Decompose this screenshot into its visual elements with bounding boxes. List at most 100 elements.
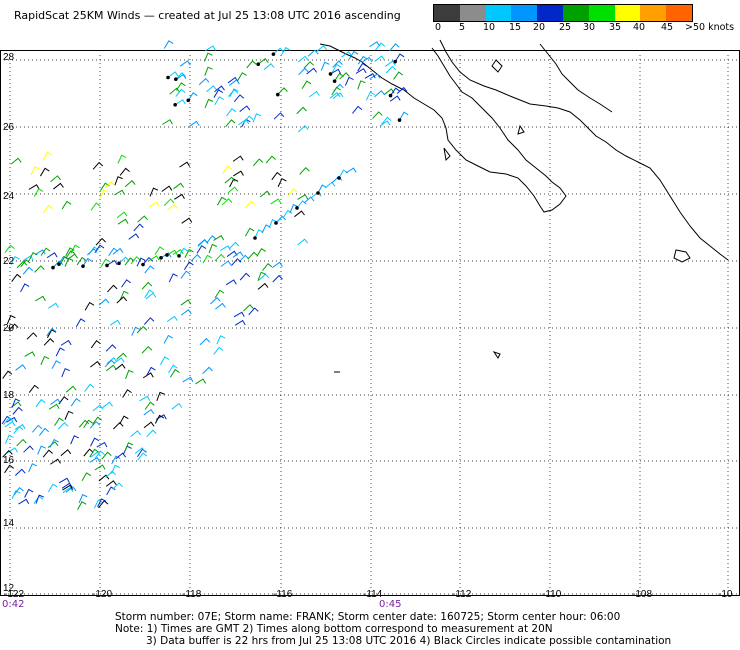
wind-barb — [105, 364, 117, 372]
wind-barb — [14, 423, 26, 430]
wind-barb — [372, 111, 383, 119]
wind-barb — [148, 255, 160, 262]
wind-barb — [97, 498, 107, 508]
wind-barb — [38, 427, 50, 436]
wind-barb — [206, 235, 217, 244]
legend-label: 5 — [459, 22, 466, 33]
lon-label: -10 — [718, 589, 733, 600]
wind-barb — [320, 61, 330, 71]
wind-barb — [298, 67, 309, 76]
wind-barb — [61, 482, 73, 489]
lon-label: -118 — [182, 589, 202, 600]
wind-barb — [202, 254, 213, 264]
wind-barb — [81, 472, 92, 481]
wind-barb — [50, 175, 61, 183]
wind-barb — [124, 180, 136, 188]
wind-barb — [297, 194, 309, 200]
wind-barb — [216, 335, 226, 345]
lat-label: 28 — [3, 52, 15, 63]
wind-barb — [48, 403, 60, 410]
lat-label: 26 — [3, 122, 15, 133]
wind-barb — [149, 187, 159, 197]
wind-barb — [299, 166, 310, 175]
wind-barb — [324, 181, 336, 189]
contamination-circle — [328, 72, 333, 76]
coastline-segment — [491, 59, 503, 73]
wind-barb — [167, 71, 179, 78]
wind-barb — [11, 273, 22, 282]
wind-barb — [287, 188, 298, 197]
coastline-segment — [673, 249, 691, 263]
wind-barb — [51, 360, 61, 370]
wind-barb — [257, 271, 266, 281]
wind-barb — [344, 76, 354, 86]
time-label-start: 0:42 — [2, 599, 25, 610]
wind-barb — [133, 223, 144, 232]
contamination-circle — [57, 262, 61, 266]
wind-barb — [58, 396, 69, 405]
wind-barb — [179, 60, 191, 67]
contamination-circle — [81, 264, 85, 268]
wind-barb — [146, 429, 157, 438]
wind-barb — [261, 224, 271, 234]
wind-barb — [61, 200, 72, 210]
wind-barb — [222, 165, 233, 174]
wind-barb — [106, 486, 116, 496]
wind-barb — [232, 155, 244, 162]
wind-barb — [136, 257, 146, 267]
wind-barb — [271, 261, 283, 269]
wind-barb — [124, 257, 135, 266]
wind-barb — [137, 215, 148, 223]
wind-barb — [32, 424, 43, 433]
wind-barb — [24, 488, 34, 498]
wind-barb — [70, 435, 79, 445]
wind-barb — [217, 196, 227, 206]
wind-barb — [331, 86, 341, 96]
wind-barb — [301, 80, 312, 90]
wind-barb — [180, 309, 192, 316]
wind-barb — [306, 67, 318, 75]
wind-barb — [273, 47, 284, 55]
wind-barb — [89, 457, 101, 463]
wind-barb — [96, 441, 108, 448]
wind-barb — [122, 389, 132, 398]
contamination-circle — [253, 236, 257, 240]
wind-barb — [35, 494, 45, 504]
lat-lon-grid — [0, 50, 740, 596]
wind-barb — [184, 248, 194, 258]
wind-barb — [70, 244, 80, 254]
wind-barb — [179, 161, 191, 168]
contamination-circle — [165, 253, 169, 257]
wind-barb — [105, 480, 117, 487]
legend-label: 10 — [483, 22, 496, 33]
wind-barb — [111, 464, 120, 474]
wind-barb — [237, 72, 247, 81]
wind-barb — [92, 161, 104, 170]
wind-barb — [254, 229, 264, 239]
wind-barb — [204, 98, 214, 108]
wind-barb — [163, 198, 175, 206]
wind-barb — [78, 493, 88, 504]
wind-barb — [105, 344, 117, 352]
legend-swatch — [562, 5, 589, 21]
wind-barb — [163, 334, 173, 344]
lat-label: 12 — [3, 583, 15, 594]
wind-barb — [197, 238, 209, 246]
lon-label: -122 — [4, 589, 24, 600]
wind-barb — [52, 260, 64, 268]
contamination-circle — [271, 52, 276, 56]
wind-barb — [106, 259, 118, 266]
wind-barb — [40, 355, 50, 365]
wind-barb — [116, 296, 128, 304]
wind-barb — [297, 125, 309, 133]
wind-barb — [229, 88, 239, 98]
footer-line-2: Note: 1) Times are GMT 2) Times along bo… — [115, 623, 553, 635]
wind-barb — [233, 94, 245, 103]
wind-barb — [156, 391, 165, 401]
lat-label: 22 — [3, 256, 15, 267]
wind-barb — [154, 246, 165, 255]
wind-barb — [28, 184, 40, 190]
wind-barb — [10, 256, 20, 265]
wind-barb — [4, 244, 15, 254]
wind-barb — [357, 62, 367, 72]
